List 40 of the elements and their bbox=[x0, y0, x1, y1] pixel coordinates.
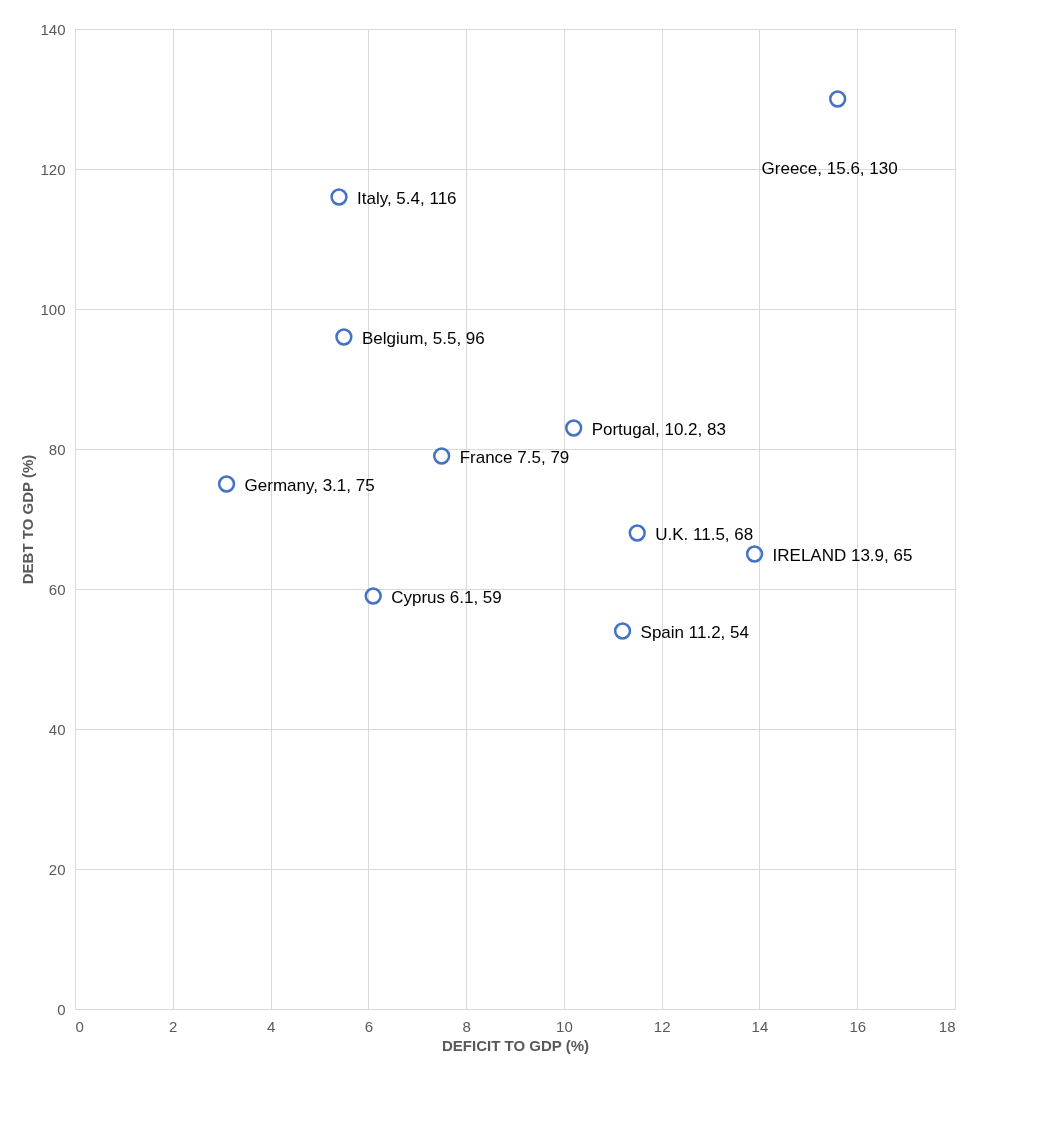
y-tick-label: 40 bbox=[48, 720, 66, 738]
x-tick-label: 2 bbox=[169, 1017, 178, 1035]
point bbox=[433, 447, 451, 465]
point bbox=[335, 328, 353, 346]
point bbox=[565, 419, 583, 437]
x-tick-label: 14 bbox=[751, 1017, 769, 1035]
data-label: Belgium, 5.5, 96 bbox=[361, 329, 485, 348]
x-tick-label: 8 bbox=[462, 1017, 471, 1035]
y-tick-label: 120 bbox=[40, 160, 66, 178]
point bbox=[745, 545, 764, 563]
data-label: France 7.5, 79 bbox=[459, 448, 570, 467]
y-tick-label: 80 bbox=[48, 440, 66, 458]
y-tick-label: 0 bbox=[57, 1000, 66, 1018]
y-tick-label: 140 bbox=[40, 20, 66, 38]
data-label: U.K. 11.5, 68 bbox=[655, 525, 754, 544]
data-label: Germany, 3.1, 75 bbox=[244, 476, 375, 495]
x-tick-label: 4 bbox=[266, 1017, 276, 1035]
x-tick-label: 6 bbox=[364, 1017, 374, 1035]
data-label: Greece, 15.6, 130 bbox=[761, 159, 898, 178]
point bbox=[364, 587, 382, 605]
x-tick-label: 0 bbox=[75, 1017, 84, 1035]
x-tick-label: 18 bbox=[938, 1017, 956, 1035]
point bbox=[613, 622, 632, 640]
y-tick-label: 60 bbox=[48, 580, 66, 598]
x-axis-title: DEFICIT TO GDP (%) bbox=[442, 1036, 589, 1054]
point bbox=[217, 475, 236, 493]
y-axis-title: DEBT TO GDP (%) bbox=[19, 454, 37, 585]
x-tick-label: 10 bbox=[556, 1017, 573, 1035]
y-tick-label: 100 bbox=[40, 300, 66, 318]
point bbox=[628, 524, 646, 542]
x-tick-label: 12 bbox=[653, 1017, 671, 1035]
data-label: Spain 11.2, 54 bbox=[640, 623, 749, 642]
data-label: IRELAND 13.9, 65 bbox=[772, 546, 913, 565]
point bbox=[330, 188, 348, 206]
data-label: Portugal, 10.2, 83 bbox=[591, 420, 726, 439]
point bbox=[829, 90, 847, 108]
x-tick-label: 16 bbox=[849, 1017, 867, 1035]
data-label: Italy, 5.4, 116 bbox=[357, 189, 457, 208]
y-tick-label: 20 bbox=[48, 860, 66, 878]
data-label: Cyprus 6.1, 59 bbox=[391, 588, 502, 607]
